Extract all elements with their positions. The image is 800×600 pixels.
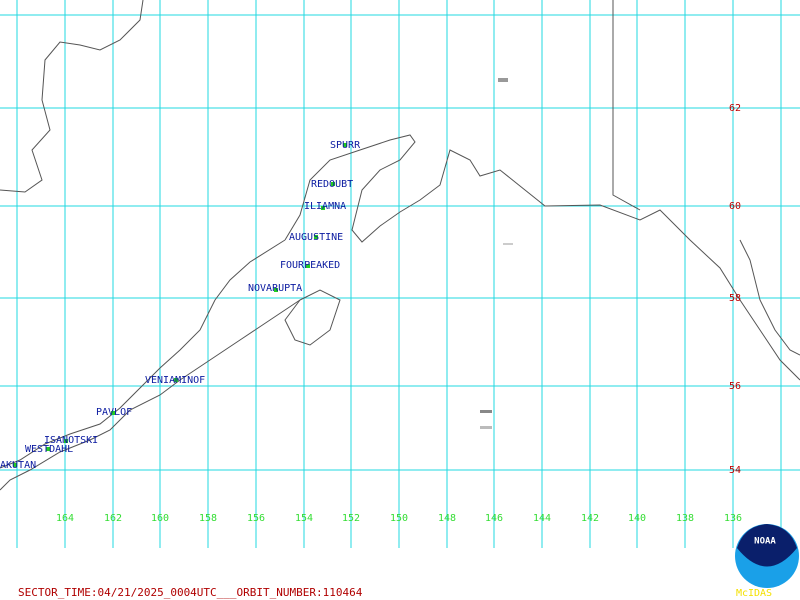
longitude-label: 160 (151, 513, 169, 524)
longitude-label: 148 (438, 513, 456, 524)
latitude-label: 62 (729, 103, 741, 114)
volcano-label: FOURPEAKED (280, 260, 340, 271)
volcano-label: SPURR (330, 140, 361, 151)
coastline (284, 289, 341, 346)
cloud-artifact (480, 426, 492, 429)
longitude-label: 154 (295, 513, 313, 524)
longitude-label: 136 (724, 513, 742, 524)
longitude-label: 138 (676, 513, 694, 524)
volcano-marker (331, 182, 335, 186)
cloud-artifact (480, 410, 492, 413)
volcano-label: NOVARUPTA (248, 283, 302, 294)
logo-bird (737, 524, 797, 567)
volcano-label: WESTDAHL (25, 444, 73, 455)
volcano-marker (174, 378, 178, 382)
logo-text: NOAA (754, 537, 776, 547)
footer: SECTOR_TIME:04/21/2025_0004UTC___ORBIT_N… (18, 586, 363, 599)
volcano-marker (306, 264, 310, 268)
volcano-label: VENIAMINOF (145, 375, 205, 386)
border (612, 0, 641, 211)
coastline (0, 0, 144, 193)
longitude-label: 144 (533, 513, 551, 524)
longitude-label: 146 (485, 513, 503, 524)
volcano-marker (321, 206, 325, 210)
volcano-marker (64, 439, 68, 443)
graticule (0, 0, 800, 548)
volcano-marker (343, 143, 347, 147)
coastline (0, 299, 301, 491)
volcano-marker (274, 288, 278, 292)
longitude-label: 158 (199, 513, 217, 524)
longitude-label: 140 (628, 513, 646, 524)
longitude-label: 164 (56, 513, 74, 524)
volcano-label: ILIAMNA (304, 201, 346, 212)
longitude-label: 156 (247, 513, 265, 524)
volcano-marker (111, 411, 115, 415)
cloud-artifact (503, 243, 513, 245)
longitude-label: 162 (104, 513, 122, 524)
volcano-label: REDOUBT (311, 179, 353, 190)
volcano-marker (314, 235, 318, 239)
latitude-label: 58 (729, 293, 741, 304)
coastline (284, 134, 800, 381)
coastlines (0, 0, 800, 491)
volcano-label: AUGUSTINE (289, 232, 343, 243)
cloud-artifact (498, 78, 508, 82)
volcano-marker (46, 447, 50, 451)
longitude-label: 150 (390, 513, 408, 524)
latitude-label: 60 (729, 201, 741, 212)
volcano-label: ISANOTSKI (44, 435, 98, 446)
latitude-label: 54 (729, 465, 741, 476)
longitude-label: 152 (342, 513, 360, 524)
labels: 62 60 58 56 54 164 162 160 158 156 154 152 150 148 146… (0, 103, 742, 524)
latitude-label: 56 (729, 381, 741, 392)
coastline (739, 239, 800, 356)
volcano-label: AKUTAN (0, 460, 36, 471)
volcano-marker (13, 463, 17, 467)
coastline (0, 239, 286, 469)
logo-caption: McIDAS (736, 588, 772, 599)
volcano-label: PAVLOF (96, 407, 132, 418)
longitude-label: 142 (581, 513, 599, 524)
noaa-logo: NOAA McIDAS (735, 524, 799, 599)
